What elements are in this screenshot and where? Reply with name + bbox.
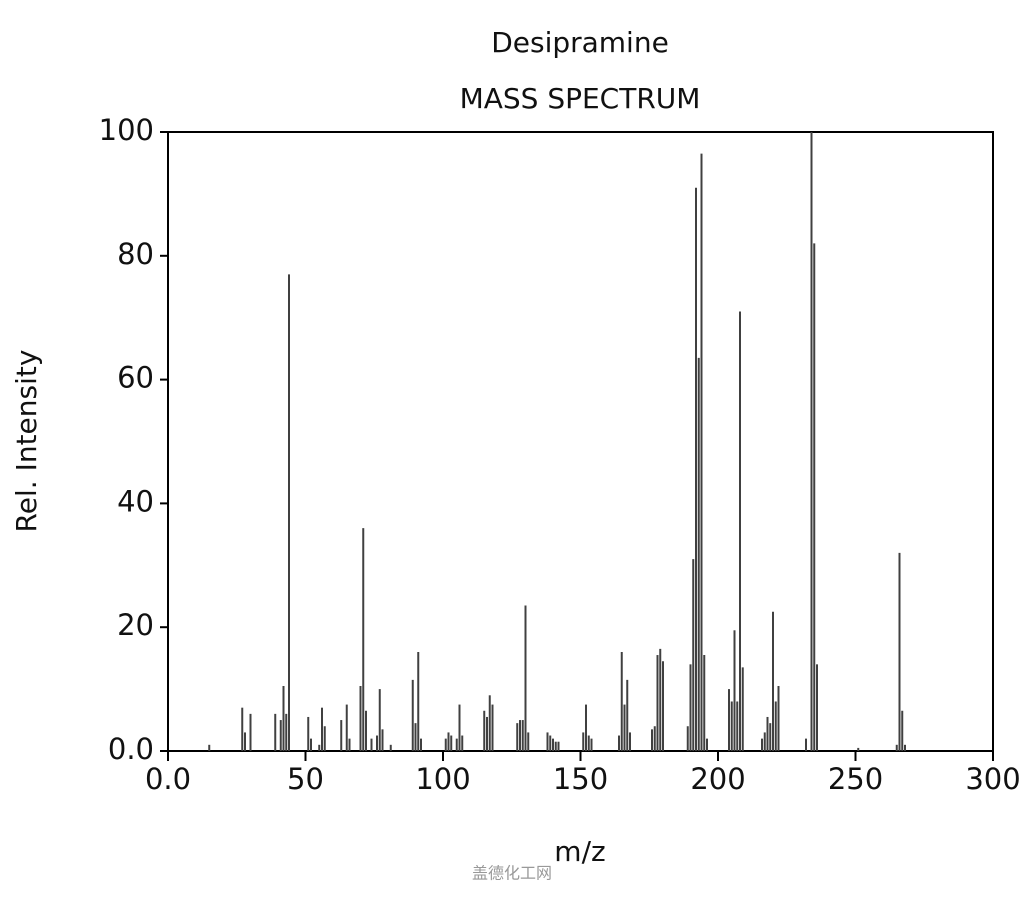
- plot-frame: [167, 131, 994, 752]
- y-tick-label: 60: [117, 361, 154, 395]
- chart-title: Desipramine: [491, 26, 669, 59]
- y-tick-label: 20: [117, 608, 154, 642]
- watermark: 盖德化工网: [472, 864, 552, 883]
- y-tick-label: 0.0: [108, 732, 154, 766]
- x-tick-label: 0.0: [145, 762, 191, 796]
- y-tick-label: 40: [117, 484, 154, 518]
- y-tick-label: 100: [99, 113, 154, 147]
- chart-subtitle: MASS SPECTRUM: [460, 82, 701, 115]
- x-tick-label: 50: [287, 762, 324, 796]
- x-tick-label: 300: [965, 762, 1020, 796]
- y-axis-label: Rel. Intensity: [10, 350, 43, 533]
- x-tick-label: 100: [415, 762, 470, 796]
- x-tick-label: 150: [553, 762, 608, 796]
- x-tick-label: 200: [690, 762, 745, 796]
- x-axis-label: m/z: [554, 835, 605, 868]
- x-tick-label: 250: [828, 762, 883, 796]
- y-tick-label: 80: [117, 237, 154, 271]
